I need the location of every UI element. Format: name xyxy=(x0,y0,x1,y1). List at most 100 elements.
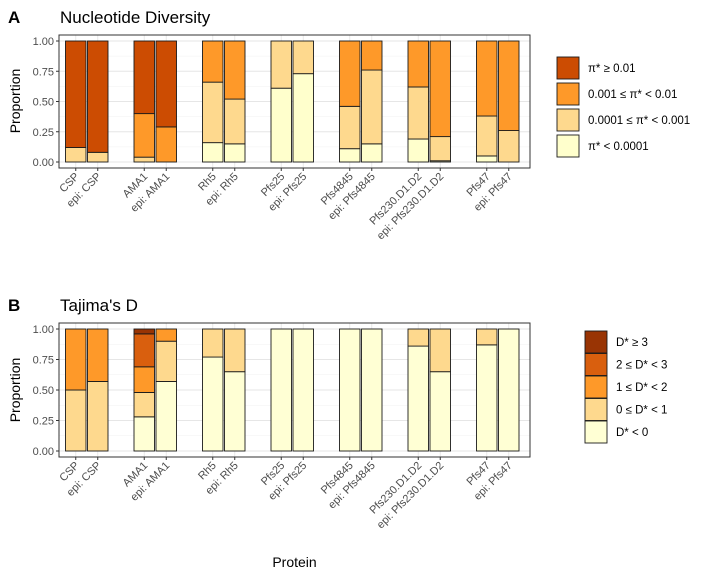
bar-segment-1-2-3 xyxy=(133,333,155,368)
y-tick-label: 0.50 xyxy=(33,97,54,109)
bar-segment-0-3-2 xyxy=(155,126,177,163)
bar-segment-1-2-4 xyxy=(133,328,155,335)
bar-segment-1-6-0 xyxy=(270,328,292,452)
y-tick-label: 0.75 xyxy=(33,66,54,78)
bar-segment-1-4-1 xyxy=(202,328,224,358)
bar-segment-0-11-2 xyxy=(429,40,451,138)
bar-segment-1-3-2 xyxy=(155,328,177,342)
panel-label: B xyxy=(8,296,20,315)
legend-label: π* < 0.0001 xyxy=(588,141,649,153)
bar-segment-0-6-1 xyxy=(270,40,292,89)
bar-segment-1-7-0 xyxy=(292,328,314,452)
bar-segment-1-4-0 xyxy=(202,356,224,452)
panel-label: A xyxy=(8,8,20,27)
y-tick-label: 1.00 xyxy=(33,36,54,48)
bar-segment-0-4-2 xyxy=(202,40,224,83)
y-tick-label: 0.00 xyxy=(33,157,54,169)
bar-segment-1-2-1 xyxy=(133,391,155,418)
legend-label: π* ≥ 0.01 xyxy=(588,63,636,75)
bar-segment-1-9-0 xyxy=(361,328,383,452)
y-tick-label: 0.75 xyxy=(33,355,54,367)
bar-segment-0-2-2 xyxy=(133,113,155,158)
bar-segment-0-4-1 xyxy=(202,81,224,144)
chart-title: Tajima's D xyxy=(60,296,138,315)
bar-segment-0-5-0 xyxy=(224,143,246,163)
legend-swatch xyxy=(556,134,580,158)
bar-segment-0-9-0 xyxy=(361,143,383,163)
legend-swatch xyxy=(584,330,608,354)
bar-segment-0-7-0 xyxy=(292,73,314,163)
bar-segment-1-10-0 xyxy=(407,345,429,452)
bar-segment-0-13-1 xyxy=(498,130,520,163)
bar-segment-0-5-1 xyxy=(224,98,246,145)
bar-segment-0-10-2 xyxy=(407,40,429,88)
bar-segment-1-2-0 xyxy=(133,416,155,452)
legend-swatch xyxy=(556,82,580,106)
bar-segment-0-3-3 xyxy=(155,40,177,128)
chart-title: Nucleotide Diversity xyxy=(60,8,211,27)
bar-segment-0-5-2 xyxy=(224,40,246,100)
legend-label: 0 ≤ D* < 1 xyxy=(616,405,667,417)
bar-segment-0-9-1 xyxy=(361,69,383,145)
bar-segment-1-1-1 xyxy=(87,381,109,452)
bar-segment-0-2-3 xyxy=(133,40,155,115)
bar-segment-0-11-1 xyxy=(429,136,451,162)
legend-swatch xyxy=(584,420,608,444)
legend-label: 1 ≤ D* < 2 xyxy=(616,382,667,394)
legend-swatch xyxy=(584,353,608,376)
bar-segment-0-0-1 xyxy=(65,147,87,163)
x-axis-label: Protein xyxy=(272,554,316,570)
bar-segment-1-13-0 xyxy=(498,328,520,452)
bar-segment-0-8-1 xyxy=(339,105,361,150)
bar-segment-0-4-0 xyxy=(202,142,224,163)
bar-segment-1-0-1 xyxy=(65,389,87,452)
bar-segment-0-6-0 xyxy=(270,87,292,163)
bar-segment-0-8-2 xyxy=(339,40,361,107)
bar-segment-0-10-0 xyxy=(407,138,429,163)
legend-label: D* < 0 xyxy=(616,427,648,439)
bar-segment-0-12-1 xyxy=(476,115,498,157)
bar-segment-1-5-0 xyxy=(224,371,246,452)
bar-segment-0-1-3 xyxy=(87,40,109,153)
bar-segment-1-1-2 xyxy=(87,328,109,382)
y-tick-label: 0.25 xyxy=(33,127,54,139)
bar-segment-1-12-0 xyxy=(476,344,498,452)
bar-segment-1-8-0 xyxy=(339,328,361,452)
y-axis-label: Proportion xyxy=(7,358,23,423)
legend-swatch xyxy=(584,398,608,421)
bar-segment-1-3-0 xyxy=(155,381,177,452)
bar-segment-0-1-1 xyxy=(87,151,109,163)
bar-segment-1-5-1 xyxy=(224,328,246,373)
bar-segment-0-10-1 xyxy=(407,86,429,140)
legend-swatch xyxy=(556,108,580,132)
legend-label: D* ≥ 3 xyxy=(616,337,648,349)
y-tick-label: 0.00 xyxy=(33,446,54,458)
bar-segment-1-2-2 xyxy=(133,366,155,393)
bar-segment-1-3-1 xyxy=(155,340,177,382)
y-tick-label: 1.00 xyxy=(33,324,54,336)
bar-segment-0-7-1 xyxy=(292,40,314,75)
y-tick-label: 0.25 xyxy=(33,416,54,428)
bar-segment-0-9-2 xyxy=(361,40,383,71)
legend-label: 2 ≤ D* < 3 xyxy=(616,360,667,372)
y-tick-label: 0.50 xyxy=(33,385,54,397)
bar-segment-0-8-0 xyxy=(339,148,361,163)
legend-label: 0.001 ≤ π* < 0.01 xyxy=(588,89,677,101)
bar-segment-1-0-2 xyxy=(65,328,87,391)
bar-segment-0-13-2 xyxy=(498,40,520,131)
bar-segment-0-12-2 xyxy=(476,40,498,117)
bar-segment-1-11-1 xyxy=(429,328,451,373)
bar-segment-1-10-1 xyxy=(407,328,429,347)
bar-segment-1-12-1 xyxy=(476,328,498,346)
bar-segment-0-12-0 xyxy=(476,155,498,163)
bar-segment-0-2-1 xyxy=(133,156,155,163)
legend-swatch xyxy=(556,56,580,80)
bar-segment-0-0-3 xyxy=(65,40,87,148)
legend-label: 0.0001 ≤ π* < 0.001 xyxy=(588,115,690,127)
legend-swatch xyxy=(584,375,608,399)
bar-segment-1-11-0 xyxy=(429,371,451,452)
y-axis-label: Proportion xyxy=(7,69,23,134)
